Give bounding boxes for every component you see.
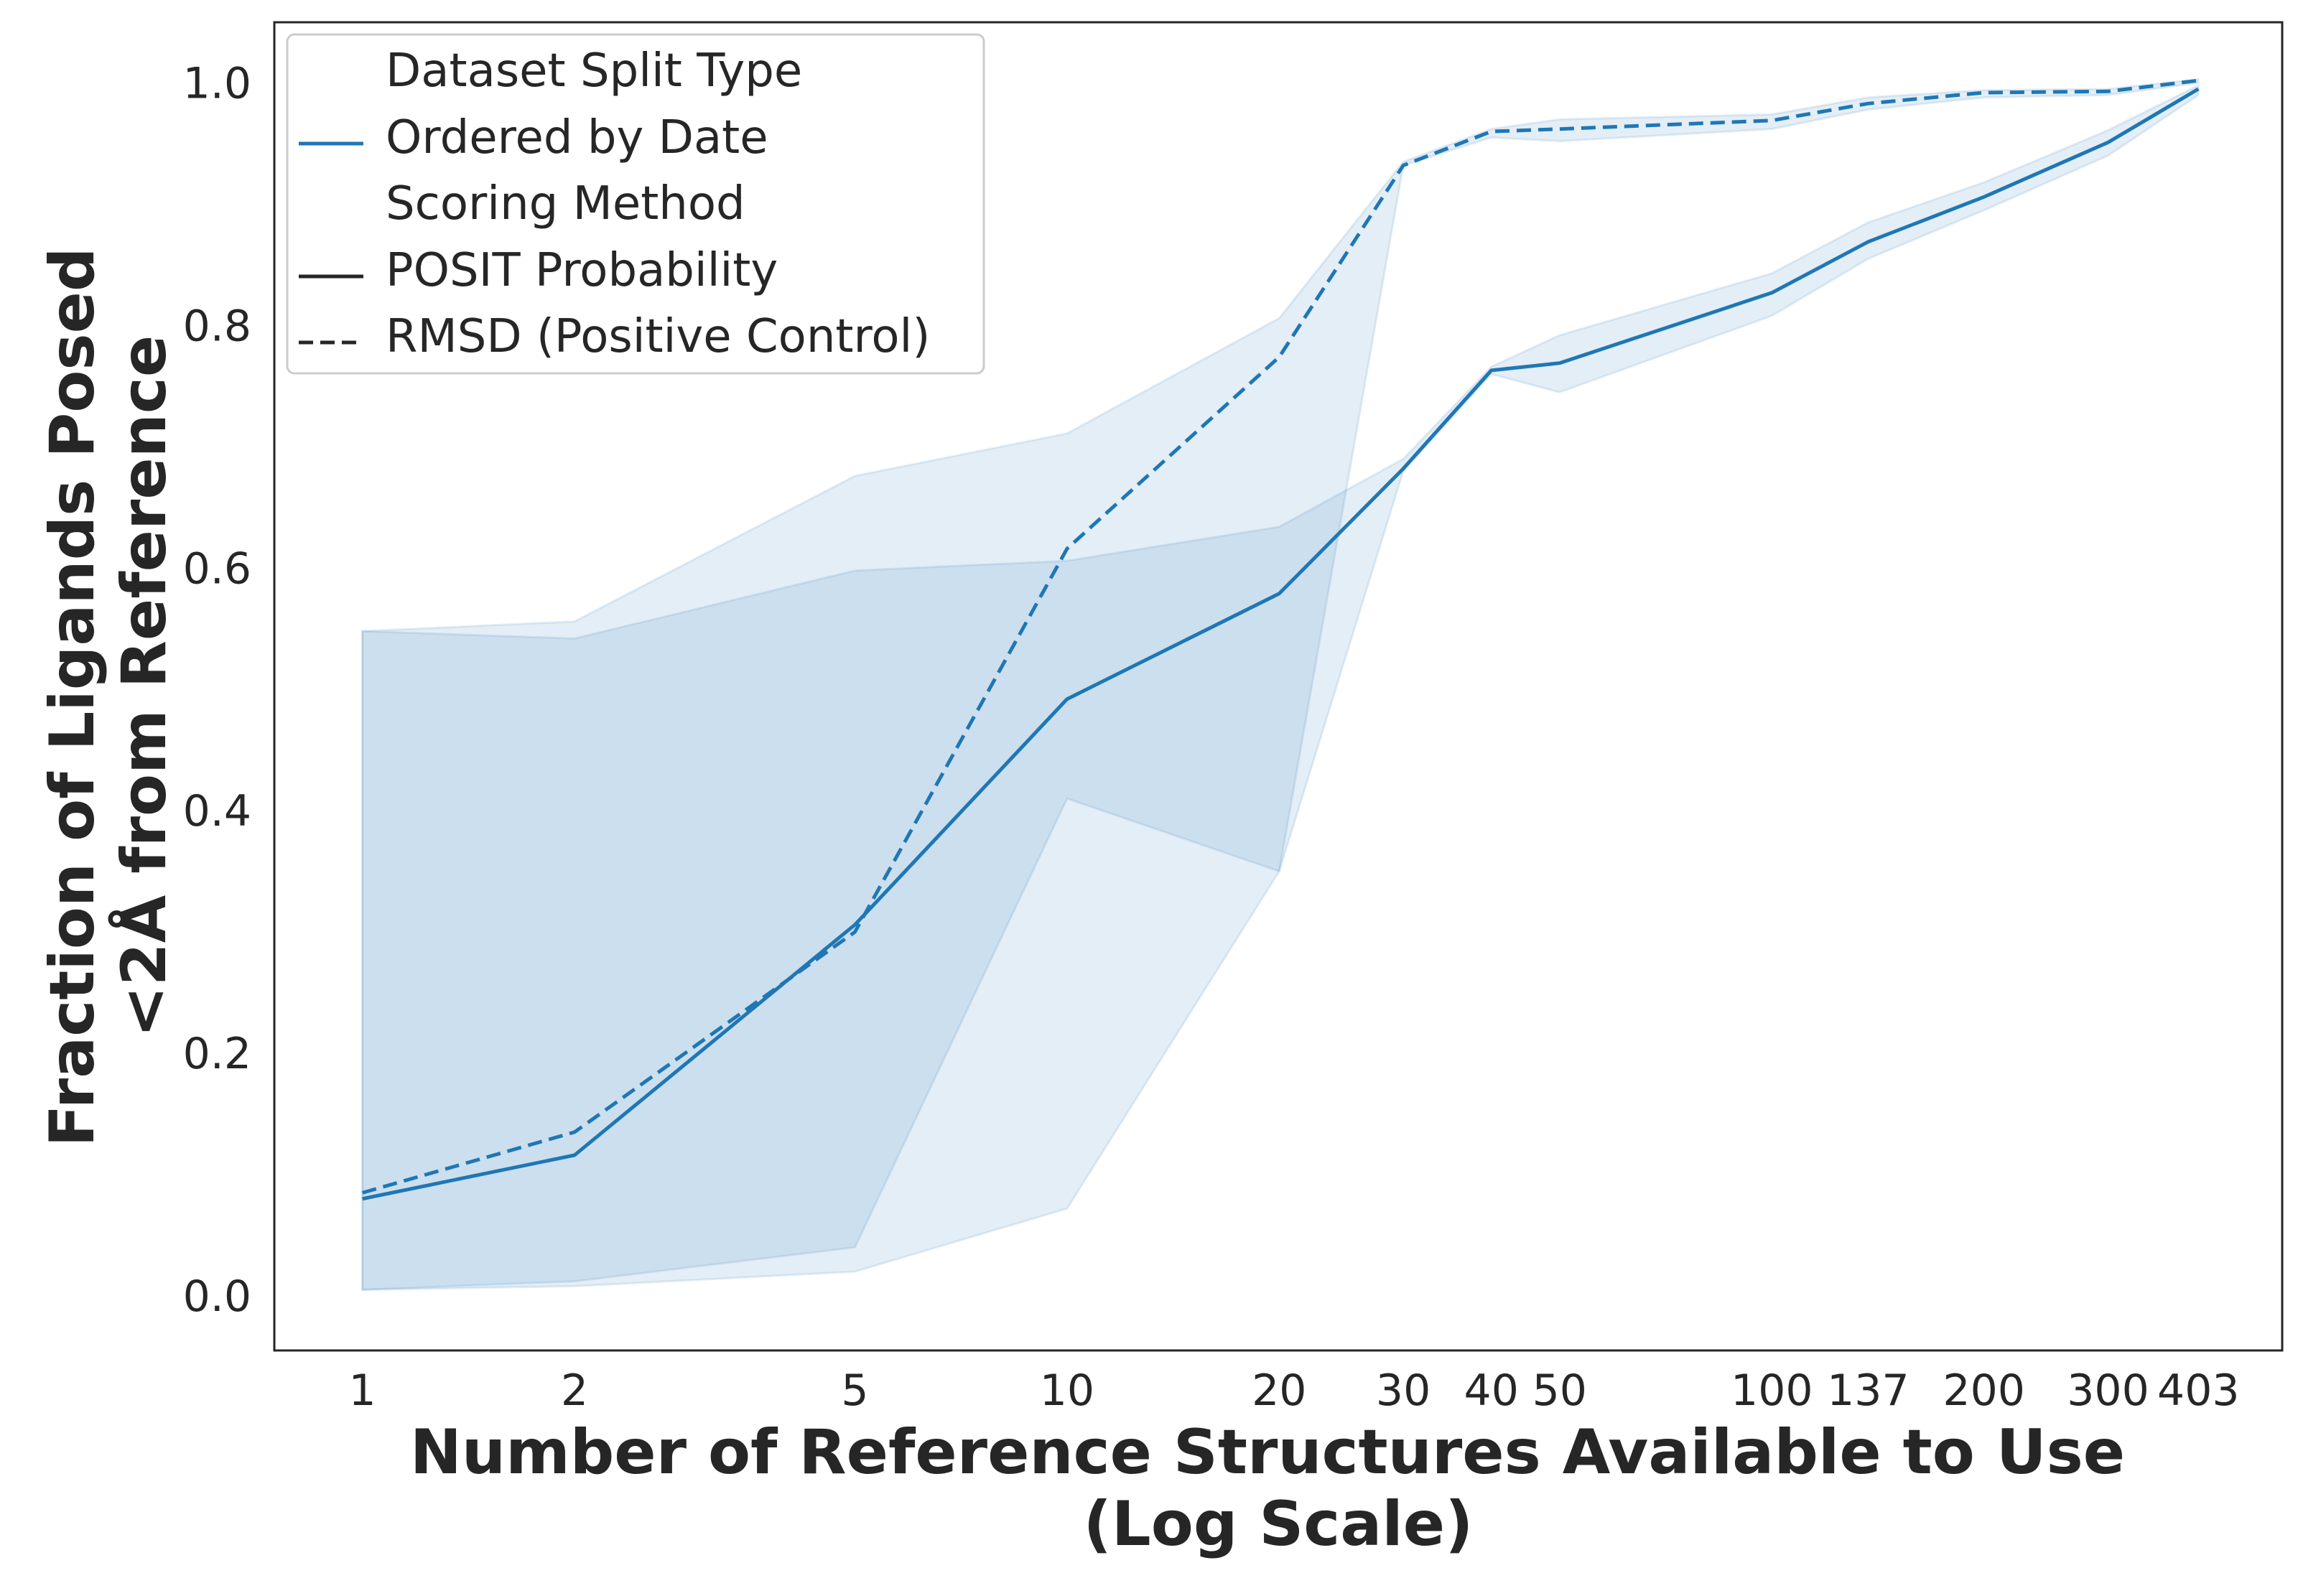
legend-entry-rmsd: RMSD (Positive Control) [386,310,930,363]
x-axis-title: Number of Reference Structures Available… [410,1417,2146,1560]
x-tick-label: 200 [1943,1366,2025,1416]
y-axis-title-line-1: Fraction of Ligands Posed [37,248,108,1147]
legend: Dataset Split Type Ordered by Date Scori… [286,33,985,375]
y-tick-label: 0.6 [183,543,251,594]
ci-band-rmsd [361,78,2200,1292]
ci-band-posit-probability [361,83,2200,1292]
y-tick-label: 0.8 [183,301,251,351]
x-axis-title-line-2: (Log Scale) [1084,1488,1474,1560]
x-tick-label: 20 [1252,1366,1306,1416]
x-tick-label: 1 [349,1366,376,1416]
series-lines [361,78,2200,1201]
y-tick-label: 0.2 [183,1029,251,1079]
x-tick-label: 300 [2067,1366,2149,1416]
x-tick-label: 50 [1532,1366,1587,1416]
legend-entry-posit-probability: POSIT Probability [386,244,778,297]
y-axis-title: Fraction of Ligands Posed <2Å from Refer… [37,226,180,1147]
x-tick-label: 10 [1040,1366,1094,1416]
legend-title-scoring-method: Scoring Method [386,177,745,230]
y-tick-label: 1.0 [183,59,251,109]
x-tick-label: 137 [1827,1366,1909,1416]
x-tick-label: 5 [841,1366,868,1416]
x-axis-title-line-1: Number of Reference Structures Available… [410,1417,2125,1488]
x-tick-label: 2 [561,1366,588,1416]
plot-frame [273,21,2284,1352]
series-line-rmsd [361,78,2199,1195]
x-tick-label: 30 [1376,1366,1431,1416]
legend-box [286,33,985,375]
y-tick-label: 0.4 [183,786,251,836]
legend-title-split-type: Dataset Split Type [386,45,802,98]
x-tick-label: 40 [1464,1366,1519,1416]
x-tick-label: 100 [1731,1366,1813,1416]
x-tick-label: 403 [2157,1366,2240,1416]
y-axis-title-line-2: <2Å from Reference [108,335,180,1037]
legend-entry-ordered-by-date: Ordered by Date [386,111,768,164]
y-tick-label: 0.0 [183,1271,251,1322]
x-axis-ticks: 1 2 5 10 20 30 40 50 100 137 200 300 403 [349,1366,2240,1416]
confidence-bands [361,78,2200,1292]
series-line-posit-probability [362,87,2200,1201]
y-axis-ticks: 0.0 0.2 0.4 0.6 0.8 1.0 [183,59,251,1322]
